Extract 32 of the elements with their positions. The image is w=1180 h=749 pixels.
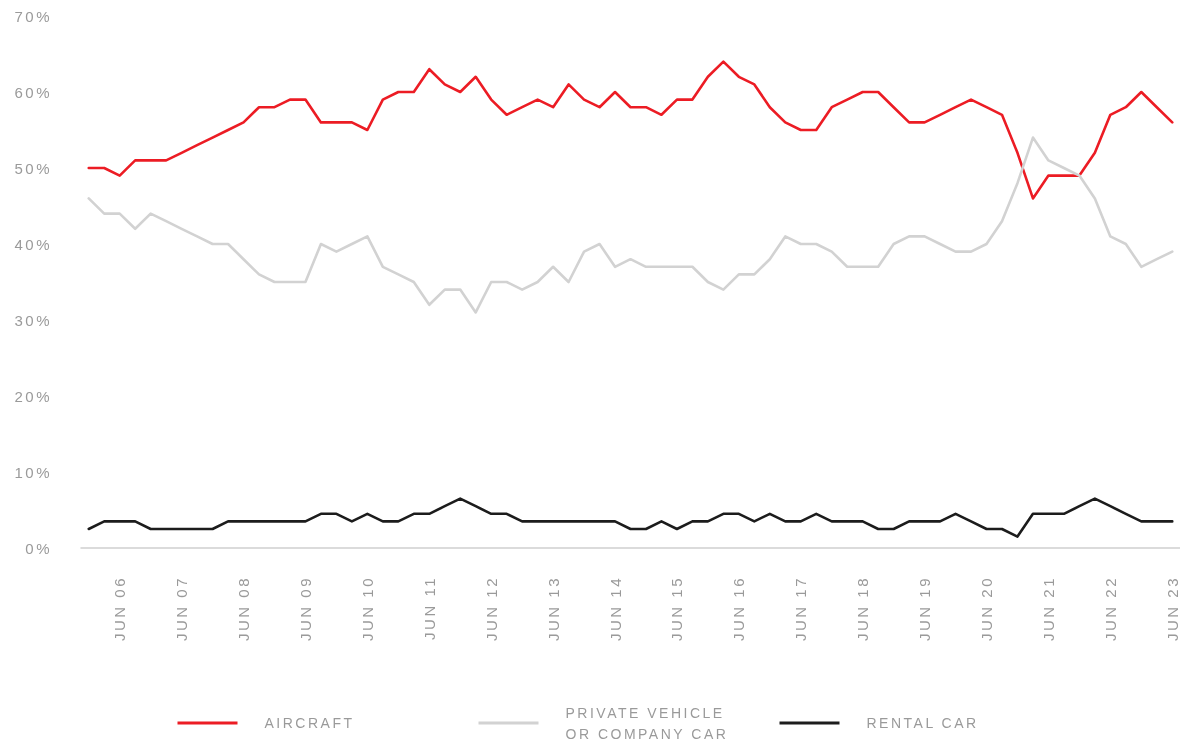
y-tick-label: 50%	[14, 159, 52, 177]
line-series	[87, 497, 1174, 538]
y-tick-label: 30%	[14, 311, 52, 329]
x-tick-label: JUN 18	[854, 576, 872, 642]
y-tick-label: 0%	[25, 539, 52, 557]
y-tick-label: 40%	[14, 235, 52, 253]
x-tick-label: JUN 10	[358, 576, 376, 642]
y-tick-label: 70%	[14, 7, 52, 25]
line-series	[87, 136, 1174, 314]
x-tick-label: JUN 06	[111, 576, 129, 642]
x-tick-label: JUN 13	[544, 576, 562, 642]
x-tick-label: JUN 22	[1101, 576, 1119, 642]
x-tick-label: JUN 14	[606, 576, 624, 642]
x-tick-label: JUN 16	[730, 576, 748, 642]
x-tick-label: JUN 09	[296, 576, 314, 642]
y-tick-label: 10%	[14, 463, 52, 481]
x-tick-label: JUN 11	[420, 576, 438, 640]
line-series	[87, 60, 1174, 200]
x-tick-label: JUN 15	[668, 576, 686, 642]
y-tick-label: 60%	[14, 83, 52, 101]
y-tick-label: 20%	[14, 387, 52, 405]
legend-label: PRIVATE VEHICLE OR COMPANY CAR	[565, 704, 732, 742]
x-tick-label: JUN 19	[916, 576, 934, 642]
x-tick-label: JUN 23	[1163, 576, 1180, 642]
x-tick-label: JUN 21	[1039, 576, 1057, 642]
legend-label: AIRCRAFT	[264, 715, 355, 731]
x-tick-label: JUN 08	[235, 576, 253, 642]
legend-label: RENTAL CAR	[866, 715, 979, 731]
x-tick-label: JUN 20	[978, 576, 996, 642]
x-tick-label: JUN 12	[482, 576, 500, 642]
x-tick-label: JUN 17	[792, 576, 810, 642]
x-tick-label: JUN 07	[173, 576, 191, 642]
